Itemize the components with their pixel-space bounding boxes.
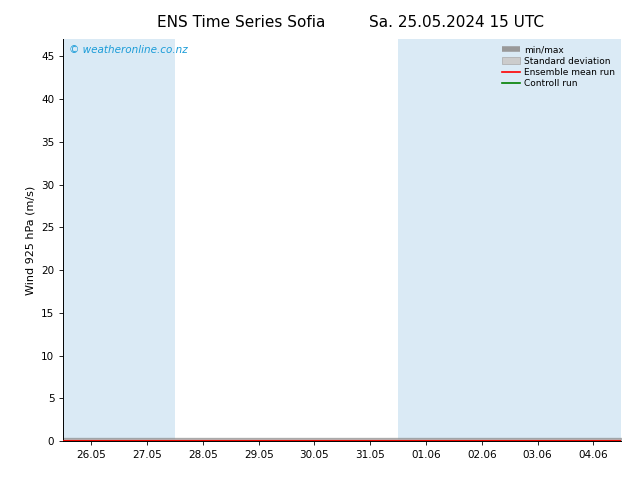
Bar <box>510 39 621 441</box>
Bar <box>63 39 175 441</box>
Y-axis label: Wind 925 hPa (m/s): Wind 925 hPa (m/s) <box>25 186 36 294</box>
Text: © weatheronline.co.nz: © weatheronline.co.nz <box>69 45 188 55</box>
Text: Sa. 25.05.2024 15 UTC: Sa. 25.05.2024 15 UTC <box>369 15 544 30</box>
Legend: min/max, Standard deviation, Ensemble mean run, Controll run: min/max, Standard deviation, Ensemble me… <box>500 44 617 90</box>
Text: ENS Time Series Sofia: ENS Time Series Sofia <box>157 15 325 30</box>
Bar <box>398 39 510 441</box>
